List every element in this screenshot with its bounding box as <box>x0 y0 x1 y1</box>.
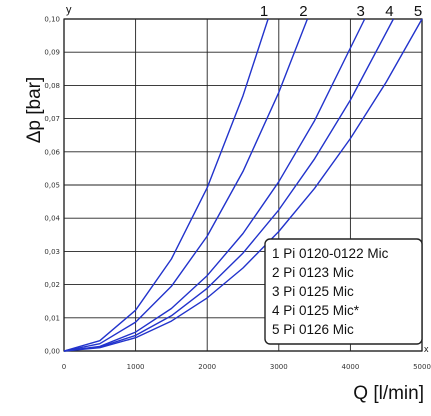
y-tick-label: 0,03 <box>44 248 60 256</box>
legend-entry-2: 2 Pi 0123 Mic <box>272 265 354 280</box>
legend-items: 1 Pi 0120-0122 Mic 2 Pi 0123 Mic 3 Pi 0125… <box>272 246 389 337</box>
series-line-4 <box>63 18 395 352</box>
chart-series <box>63 18 423 352</box>
legend-box <box>264 238 423 345</box>
y-axis-marker: y <box>66 4 72 16</box>
x-tick-label: 5000 <box>413 363 431 371</box>
y-tick-label: 0,01 <box>44 314 60 322</box>
curve-number-1: 1 <box>260 3 268 20</box>
x-tick-label: 3000 <box>270 363 288 371</box>
x-tick-label: 0 <box>62 363 66 371</box>
curve-number-4: 4 <box>385 3 393 20</box>
y-tick-label: 0,08 <box>44 82 60 90</box>
legend-entry-5: 5 Pi 0126 Mic <box>272 322 354 337</box>
y-tick-label: 0,06 <box>44 148 60 156</box>
axis-ticks: 0 1000 2000 3000 4000 5000 0,00 0,01 0,02 0,03 0,0… <box>44 16 431 372</box>
y-tick-label: 0,09 <box>44 49 60 57</box>
x-tick-label: 2000 <box>198 363 216 371</box>
x-axis-marker: x <box>424 344 429 354</box>
x-axis-label: Q [l/min] <box>353 383 424 404</box>
series-line-3 <box>63 18 366 352</box>
legend-entry-1: 1 Pi 0120-0122 Mic <box>272 246 389 261</box>
chart-grid <box>63 18 423 352</box>
curve-number-2: 2 <box>299 3 307 20</box>
legend-entry-3: 3 Pi 0125 Mic <box>272 284 354 299</box>
x-tick-label: 1000 <box>127 363 145 371</box>
x-tick-label: 4000 <box>341 363 359 371</box>
curve-number-3: 3 <box>357 3 365 20</box>
series-line-1 <box>63 18 269 352</box>
y-tick-label: 0,07 <box>44 115 60 123</box>
series-line-5 <box>63 18 423 352</box>
series-line-2 <box>63 18 309 352</box>
y-tick-label: 0,05 <box>44 182 60 190</box>
curve-number-5: 5 <box>414 3 422 20</box>
y-tick-label: 0,04 <box>44 215 60 223</box>
y-axis-label: Δp [bar] <box>24 77 45 144</box>
legend-entry-4: 4 Pi 0125 Mic* <box>272 303 360 318</box>
y-tick-label: 0,00 <box>44 348 60 356</box>
legend: 1 Pi 0120-0122 Mic 2 Pi 0123 Mic 3 Pi 0125… <box>264 238 423 345</box>
y-tick-label: 0,02 <box>44 281 60 289</box>
curve-numbers: 1 2 3 4 5 <box>260 3 422 20</box>
y-tick-label: 0,10 <box>44 16 60 24</box>
